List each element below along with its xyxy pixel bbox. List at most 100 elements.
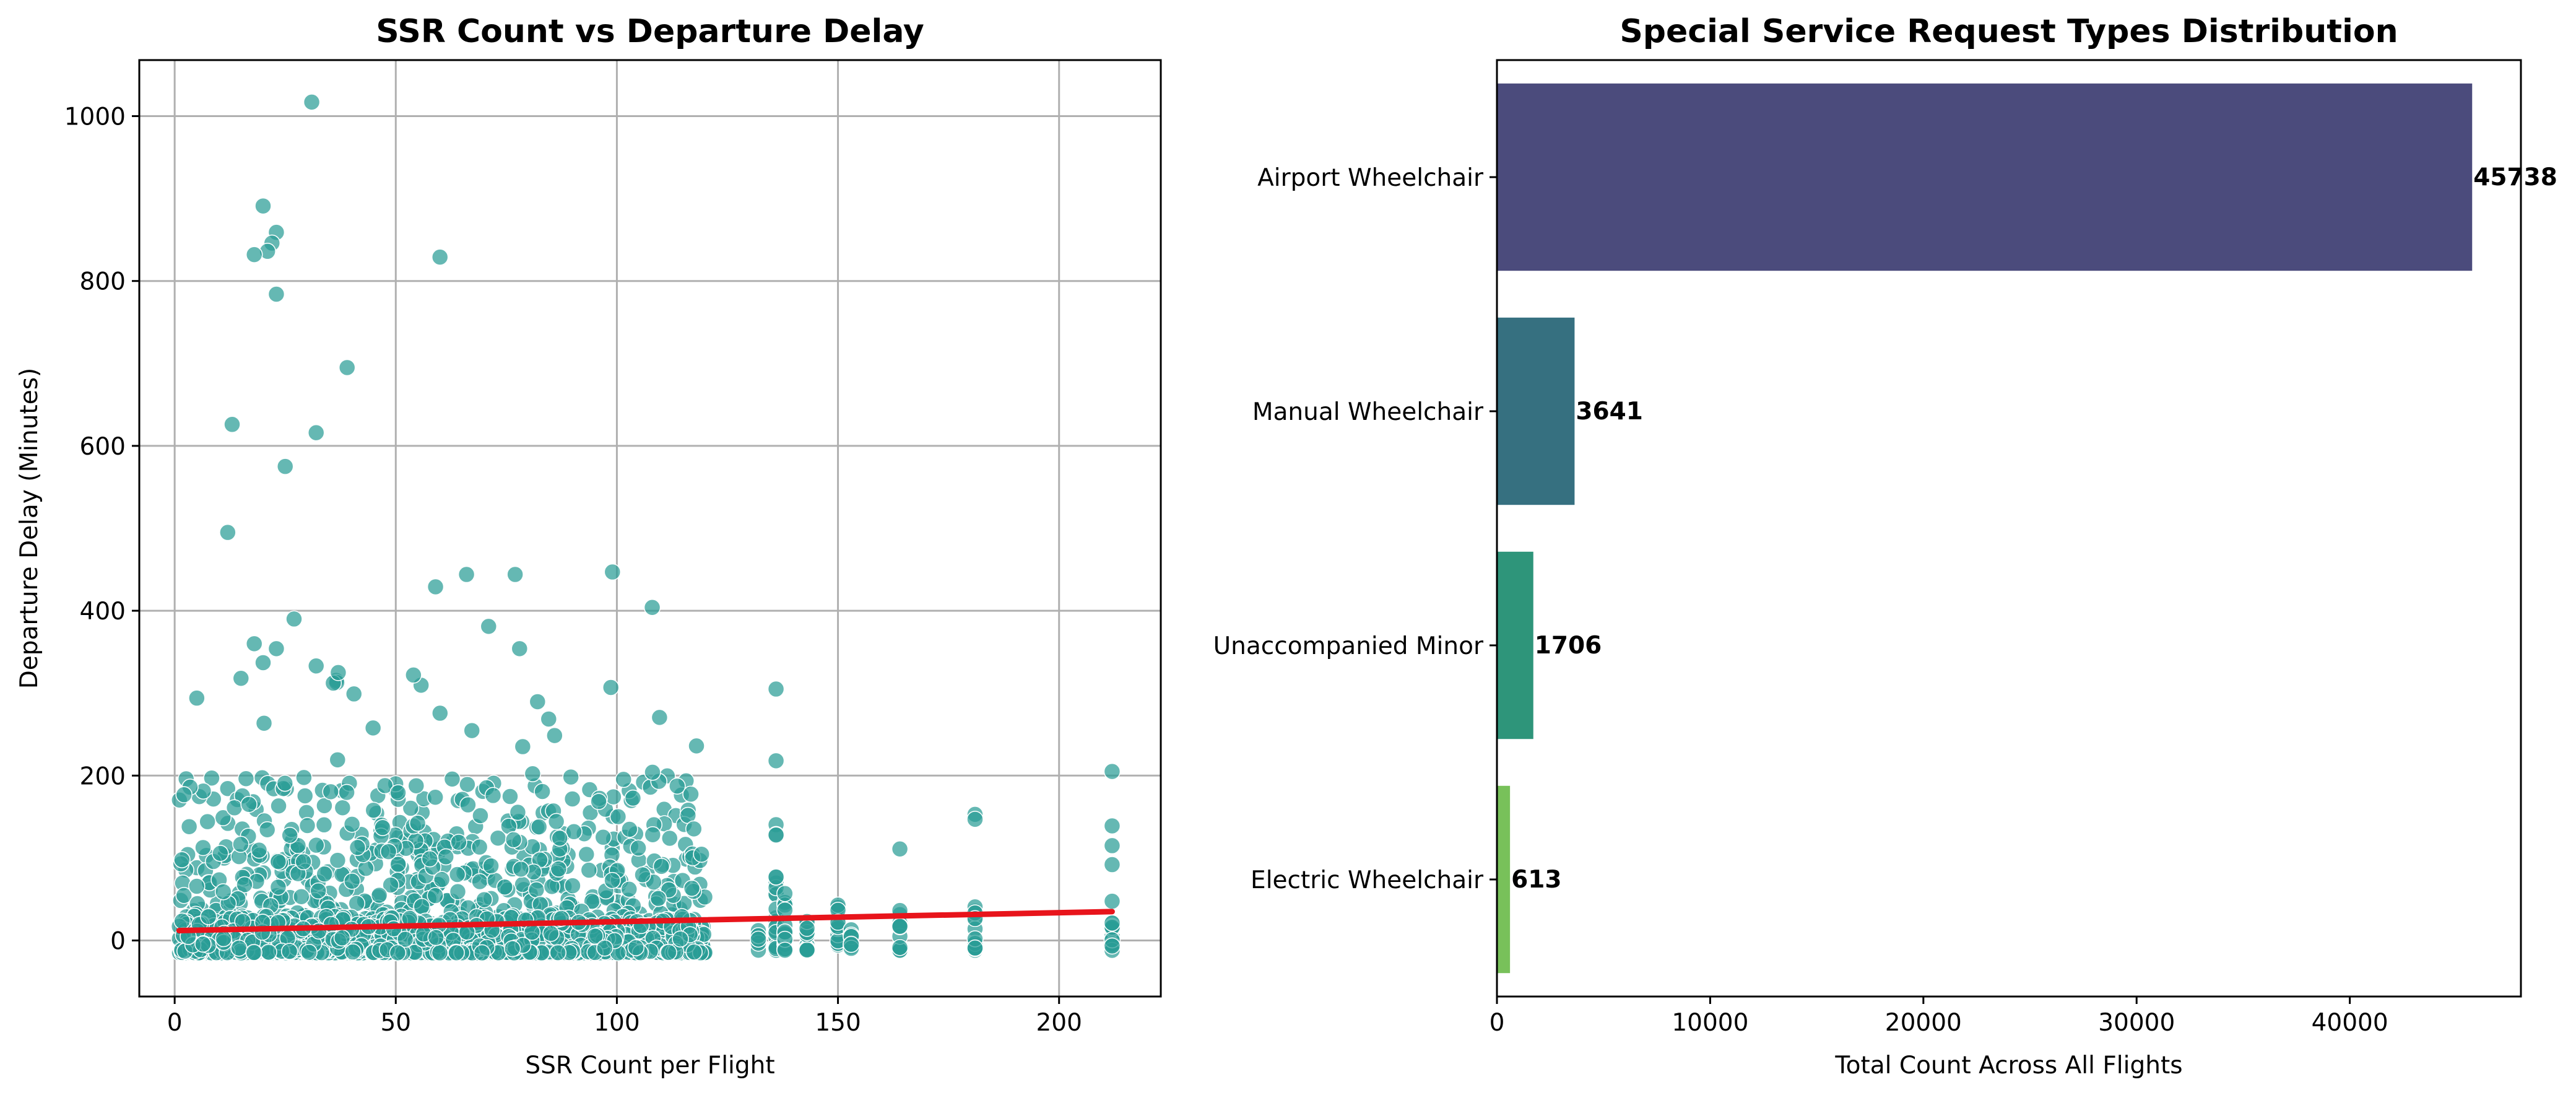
scatter-point	[604, 873, 620, 889]
scatter-point	[799, 942, 815, 958]
scatter-point	[270, 853, 286, 870]
scatter-point	[181, 819, 197, 835]
scatter-point	[843, 936, 859, 953]
scatter-point	[365, 720, 381, 736]
scatter-point	[299, 818, 315, 834]
scatter-point	[371, 887, 388, 903]
scatter-point	[768, 827, 784, 843]
scatter-point	[603, 679, 619, 696]
scatter-point	[892, 841, 908, 857]
scatter-point	[684, 880, 700, 896]
scatter-point	[330, 665, 346, 681]
scatter-point	[540, 711, 557, 727]
scatter-point	[460, 797, 476, 813]
scatter-point	[246, 635, 262, 652]
scatter-point	[777, 942, 793, 958]
scatter-point	[581, 862, 597, 878]
scatter-point	[514, 739, 531, 755]
scatter-point	[474, 944, 490, 961]
scatter-point	[549, 813, 565, 829]
scatter-point	[414, 899, 430, 915]
scatter-point	[410, 815, 426, 831]
scatter-point	[293, 889, 310, 905]
scatter-point	[255, 198, 271, 214]
scatter-point	[505, 941, 521, 957]
scatter-point	[212, 845, 228, 862]
bar-value-label: 45738	[2473, 164, 2557, 191]
bar-x-tick-label: 30000	[2098, 1009, 2175, 1037]
bar-x-tick-label: 20000	[1885, 1009, 1962, 1037]
scatter-point	[476, 892, 492, 908]
scatter-point	[444, 771, 460, 787]
scatter-point	[507, 567, 523, 583]
bar	[1497, 552, 1533, 739]
scatter-point	[543, 925, 559, 941]
scatter-point	[428, 930, 444, 946]
scatter-point	[241, 796, 257, 813]
scatter-point	[459, 567, 475, 583]
scatter-point	[451, 834, 467, 850]
scatter-point	[215, 930, 232, 946]
scatter-point	[531, 819, 547, 835]
scatter-point	[628, 940, 644, 956]
scatter-point	[286, 611, 302, 627]
scatter-point	[622, 821, 638, 837]
scatter-point	[967, 940, 983, 956]
scatter-point	[428, 579, 444, 595]
scatter-point	[566, 824, 582, 840]
scatter-point	[1104, 893, 1120, 909]
scatter-point	[524, 766, 540, 782]
scatter-point	[615, 771, 631, 787]
scatter-point	[547, 728, 563, 744]
bar-title: Special Service Request Types Distributi…	[1620, 13, 2398, 50]
scatter-point	[344, 873, 360, 889]
scatter-point	[653, 858, 669, 875]
scatter-point	[511, 640, 527, 657]
scatter-point	[277, 458, 293, 474]
scatter-point	[310, 883, 326, 899]
scatter-y-tick-label: 600	[80, 433, 126, 461]
scatter-point	[358, 860, 374, 876]
scatter-point	[422, 851, 438, 867]
scatter-point	[768, 753, 784, 769]
scatter-point	[892, 918, 908, 935]
scatter-point	[271, 798, 287, 814]
bar-category-label: Airport Wheelchair	[1257, 164, 1484, 192]
scatter-point	[268, 640, 284, 657]
scatter-point	[427, 789, 443, 805]
scatter-point	[390, 785, 406, 801]
scatter-point	[1104, 764, 1120, 780]
bar-value-label: 613	[1511, 866, 1561, 894]
bar-x-tick-label: 0	[1490, 1009, 1505, 1037]
scatter-point	[334, 930, 350, 946]
scatter-point	[510, 805, 526, 821]
scatter-point	[389, 944, 405, 961]
scatter-x-axis-label: SSR Count per Flight	[525, 1052, 774, 1080]
scatter-point	[220, 525, 236, 541]
scatter-point	[480, 618, 497, 634]
scatter-point	[750, 931, 766, 947]
scatter-point	[270, 879, 286, 895]
scatter-point	[295, 853, 311, 870]
scatter-point	[195, 936, 211, 952]
scatter-point	[381, 844, 397, 860]
scatter-point	[195, 839, 211, 855]
scatter-point	[375, 819, 391, 835]
scatter-point	[323, 783, 339, 800]
scatter-point	[472, 874, 488, 890]
scatter-point	[651, 709, 667, 725]
scatter-point	[316, 866, 332, 882]
scatter-point	[329, 752, 345, 768]
bar	[1497, 786, 1510, 973]
scatter-point	[308, 837, 324, 853]
scatter-point	[344, 816, 360, 832]
scatter-point	[297, 788, 313, 804]
scatter-point	[174, 913, 190, 929]
scatter-point	[233, 836, 249, 852]
scatter-y-tick-label: 800	[80, 268, 126, 296]
scatter-point	[231, 940, 247, 956]
scatter-point	[534, 783, 550, 800]
scatter-point	[199, 814, 215, 830]
scatter-point	[644, 600, 661, 616]
